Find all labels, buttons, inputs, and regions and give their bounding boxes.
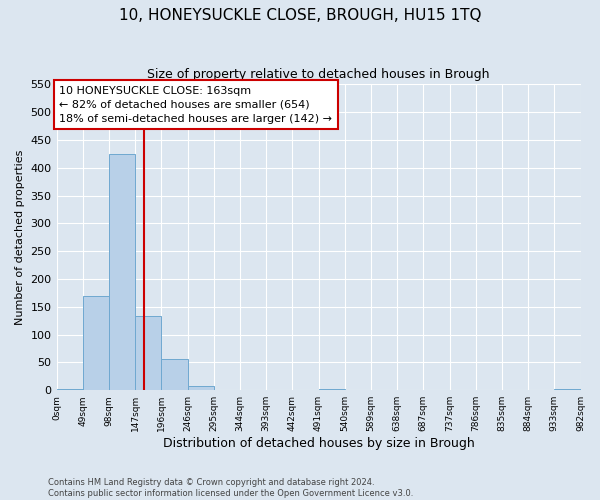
Bar — [135, 316, 161, 390]
Y-axis label: Number of detached properties: Number of detached properties — [15, 150, 25, 325]
Title: Size of property relative to detached houses in Brough: Size of property relative to detached ho… — [147, 68, 490, 80]
Text: 10 HONEYSUCKLE CLOSE: 163sqm
← 82% of detached houses are smaller (654)
18% of s: 10 HONEYSUCKLE CLOSE: 163sqm ← 82% of de… — [59, 86, 332, 124]
Bar — [83, 296, 109, 390]
Bar — [161, 358, 188, 390]
Bar — [56, 388, 83, 390]
Text: Contains HM Land Registry data © Crown copyright and database right 2024.
Contai: Contains HM Land Registry data © Crown c… — [48, 478, 413, 498]
Bar — [319, 388, 345, 390]
Bar — [554, 388, 581, 390]
Bar — [109, 154, 135, 390]
Text: 10, HONEYSUCKLE CLOSE, BROUGH, HU15 1TQ: 10, HONEYSUCKLE CLOSE, BROUGH, HU15 1TQ — [119, 8, 481, 22]
Bar — [188, 386, 214, 390]
X-axis label: Distribution of detached houses by size in Brough: Distribution of detached houses by size … — [163, 437, 475, 450]
